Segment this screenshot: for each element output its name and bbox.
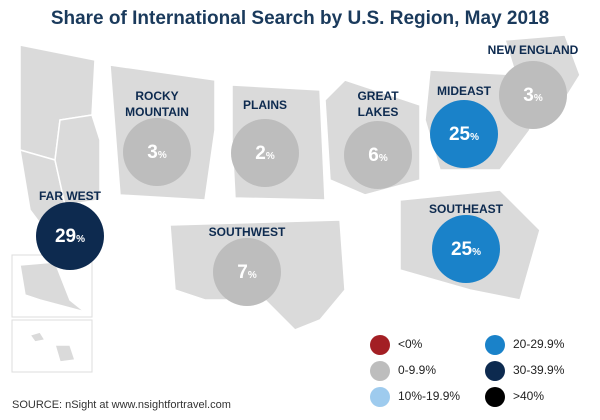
region-value: 6% [368,145,388,166]
legend-swatch [485,335,505,355]
legend-swatch [485,387,505,407]
value-number: 7 [237,262,248,283]
value-unit: % [76,234,85,245]
legend-label: 30-39.9% [513,363,565,377]
title: Share of International Search by U.S. Re… [51,8,549,29]
region-label: MIDEAST [437,84,492,98]
region-value: 25% [449,124,479,145]
hawaii-inset [11,319,93,373]
legend-swatch [370,335,390,355]
value-unit: % [534,93,543,104]
legend-swatch [485,361,505,381]
source: SOURCE: nSight at www.nsightfortravel.co… [12,399,231,411]
value-number: 3 [523,85,534,106]
region-bubble [213,238,281,306]
region-label: SOUTHEAST [429,202,504,216]
state-shape [54,114,101,206]
value-number: 6 [368,145,379,166]
legend-label: 0-9.9% [398,363,436,377]
region-label: ROCKY [135,89,178,103]
value-unit: % [379,153,388,164]
state-shape [28,331,47,343]
region-label: PLAINS [243,98,287,112]
region-bubble [123,118,191,186]
value-unit: % [248,270,257,281]
value-number: 3 [147,142,158,163]
value-number: 2 [255,143,266,164]
region-bubble [36,202,104,270]
legend-label: >40% [513,389,544,403]
legend-label: 10%-19.9% [398,389,460,403]
legend-swatch [370,361,390,381]
region-value: 2% [255,143,275,164]
region-label: NEW ENGLAND [488,43,579,57]
state-shape [53,344,76,363]
value-unit: % [470,132,479,143]
region-label: SOUTHWEST [209,225,286,239]
region-bubble [432,215,500,283]
region-value: 25% [451,239,481,260]
region-value: 7% [237,262,257,283]
region-value: 29% [55,226,85,247]
legend-swatch [370,387,390,407]
value-number: 29 [55,226,76,247]
region-label: MOUNTAIN [125,105,189,119]
region-label: FAR WEST [39,189,102,203]
region-value: 3% [523,85,543,106]
region-bubble [499,61,567,129]
value-number: 25 [451,239,473,260]
region-bubble [231,119,299,187]
value-unit: % [266,151,275,162]
value-unit: % [158,150,167,161]
legend-label: <0% [398,337,423,351]
legend-label: 20-29.9% [513,337,565,351]
region-label: LAKES [358,105,399,119]
value-unit: % [472,247,481,258]
region-bubble [430,100,498,168]
value-number: 25 [449,124,471,145]
region-label: GREAT [357,89,399,103]
region-bubble [344,121,412,189]
region-value: 3% [147,142,167,163]
